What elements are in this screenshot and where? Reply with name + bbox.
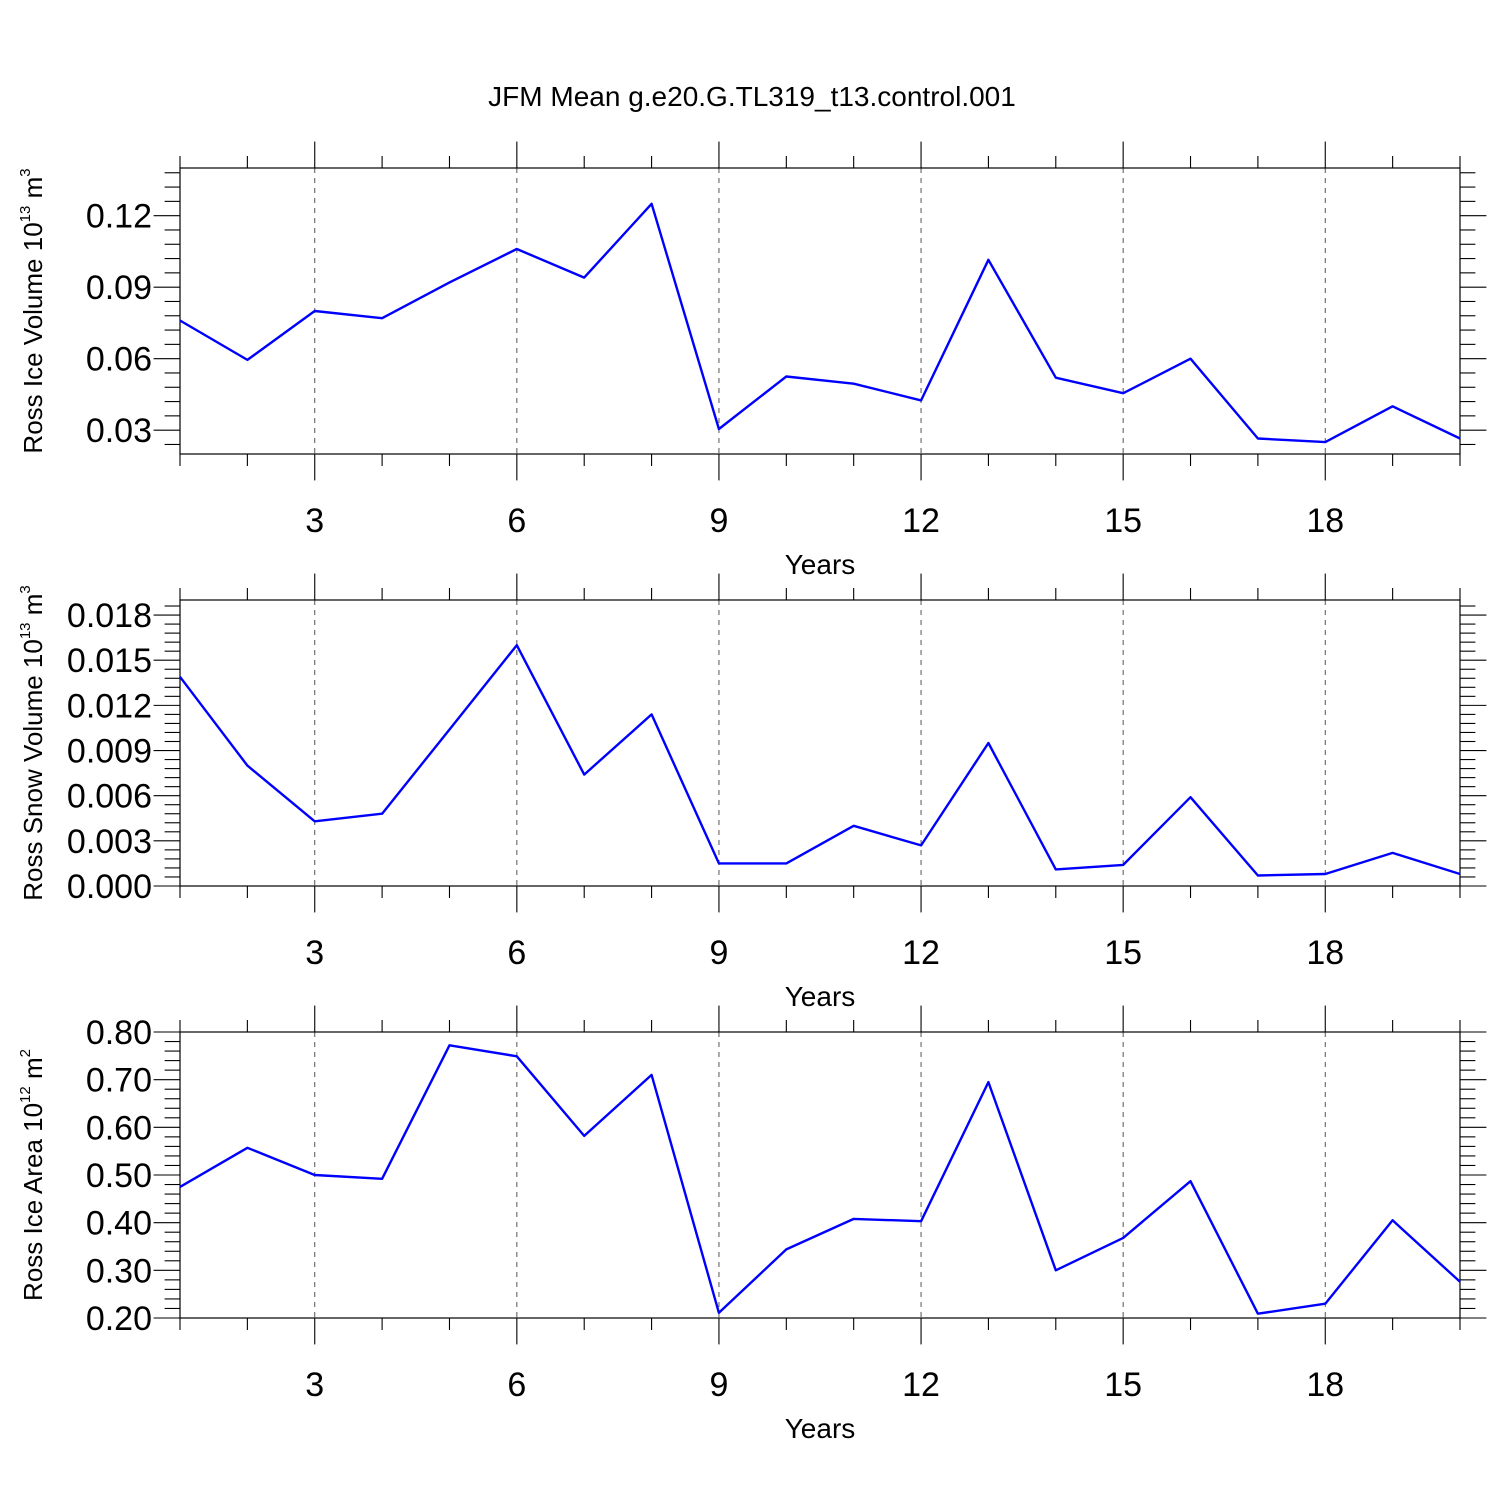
chart-panel-3: 0.20 0.30 0.40 0.50 0.60 0.70 0.80 3 6 9 12 15 18 Yea… [17, 1005, 1487, 1444]
y-tick-label: 0.012 [67, 687, 152, 725]
x-tick-label: 3 [305, 1366, 324, 1404]
x-tick-label: 9 [709, 1366, 728, 1404]
x-tick-label: 12 [902, 502, 940, 540]
y-tick-label: 0.006 [67, 778, 152, 816]
x-axis-label: Years [785, 981, 856, 1012]
y-tick-label: 0.003 [67, 823, 152, 861]
x-axis-label: Years [785, 1413, 856, 1444]
y-tick-label: 0.03 [86, 412, 152, 450]
y-tick-label: 0.06 [86, 341, 152, 379]
y-tick-label: 0.12 [86, 198, 152, 236]
x-tick-label: 15 [1104, 502, 1142, 540]
panels: 0.03 0.06 0.09 0.12 3 6 9 12 15 18 Years Ross Ice V… [17, 141, 1487, 1444]
x-tick-label: 3 [305, 502, 324, 540]
y-tick-label: 0.009 [67, 733, 152, 771]
x-tick-label: 18 [1306, 1366, 1344, 1404]
y-axis-label: Ross Ice Area 1012 m2 [17, 1049, 48, 1301]
plot-frame [179, 599, 1461, 887]
y-tick-label: 0.015 [67, 642, 152, 680]
y-tick-label: 0.60 [86, 1109, 152, 1147]
chart-panel-1: 0.03 0.06 0.09 0.12 3 6 9 12 15 18 Years Ross Ice V… [17, 141, 1487, 580]
x-tick-label: 15 [1104, 934, 1142, 972]
y-tick-label: 0.000 [67, 868, 152, 906]
x-tick-label: 6 [507, 934, 526, 972]
x-tick-label: 18 [1306, 502, 1344, 540]
y-tick-label: 0.018 [67, 597, 152, 635]
y-tick-label: 0.40 [86, 1205, 152, 1243]
x-tick-label: 15 [1104, 1366, 1142, 1404]
y-tick-label: 0.20 [86, 1300, 152, 1338]
y-tick-label: 0.50 [86, 1157, 152, 1195]
x-axis-label: Years [785, 549, 856, 580]
y-axis-label: Ross Snow Volume 1013 m3 [17, 585, 48, 901]
series-line [179, 644, 1461, 877]
x-tick-label: 6 [507, 1366, 526, 1404]
plot-frame [179, 167, 1461, 455]
chart-panel-2: 0.000 0.003 0.006 0.009 0.012 0.015 0.018 3 6 9 12… [17, 573, 1487, 1012]
x-tick-label: 3 [305, 934, 324, 972]
figure-title: JFM Mean g.e20.G.TL319_t13.control.001 [488, 81, 1016, 112]
plot-frame [179, 1031, 1461, 1319]
y-tick-label: 0.30 [86, 1252, 152, 1290]
x-tick-label: 12 [902, 934, 940, 972]
series-line [179, 1044, 1461, 1315]
y-axis-label: Ross Ice Volume 1013 m3 [17, 168, 48, 453]
x-tick-label: 9 [709, 934, 728, 972]
x-tick-label: 9 [709, 502, 728, 540]
y-tick-label: 0.09 [86, 269, 152, 307]
y-tick-label: 0.80 [86, 1014, 152, 1052]
x-tick-label: 12 [902, 1366, 940, 1404]
series-line [179, 202, 1461, 444]
x-tick-label: 6 [507, 502, 526, 540]
x-tick-label: 18 [1306, 934, 1344, 972]
y-tick-label: 0.70 [86, 1062, 152, 1100]
